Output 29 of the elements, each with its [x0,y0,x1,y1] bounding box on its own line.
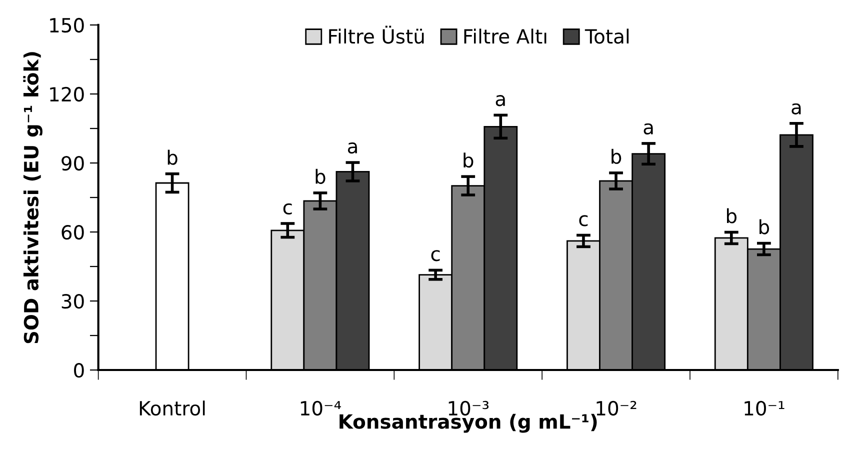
legend-label: Filtre Üstü [329,26,424,44]
data-label: b [168,150,178,165]
y-tick-label: 150 [50,18,84,33]
x-tick-label: Kontrol [140,400,205,416]
data-label: b [726,208,737,224]
x-tick-label: 10⁻¹ [744,400,784,416]
data-label: a [792,103,801,114]
data-label: b [316,168,326,184]
y-axis-title: SOD aktivitesi (EU g⁻¹ kök) [23,52,42,344]
data-label: c [431,250,440,262]
y-tick-label: 90 [62,156,84,171]
legend-label: Total [584,28,629,44]
data-label: b [464,152,474,168]
data-label: b [760,219,770,234]
y-tick-label: 30 [62,294,84,309]
data-label: a [348,142,357,154]
x-tick-label: 10⁻⁴ [300,400,341,416]
data-label: b [612,148,622,164]
x-axis-title: Konsantrasyon (g mL⁻¹) [340,414,597,433]
x-tick-label: 10⁻² [596,400,636,416]
data-label: c [283,203,292,215]
y-tick-label: 120 [50,86,84,102]
data-label: a [644,123,653,134]
data-label: a [496,95,505,106]
y-tick-label: 0 [74,362,84,378]
data-label: c [579,215,588,226]
x-tick-label: 10⁻³ [448,400,489,416]
legend-label: Filtre Altı [464,28,546,44]
y-tick-label: 60 [62,224,84,240]
